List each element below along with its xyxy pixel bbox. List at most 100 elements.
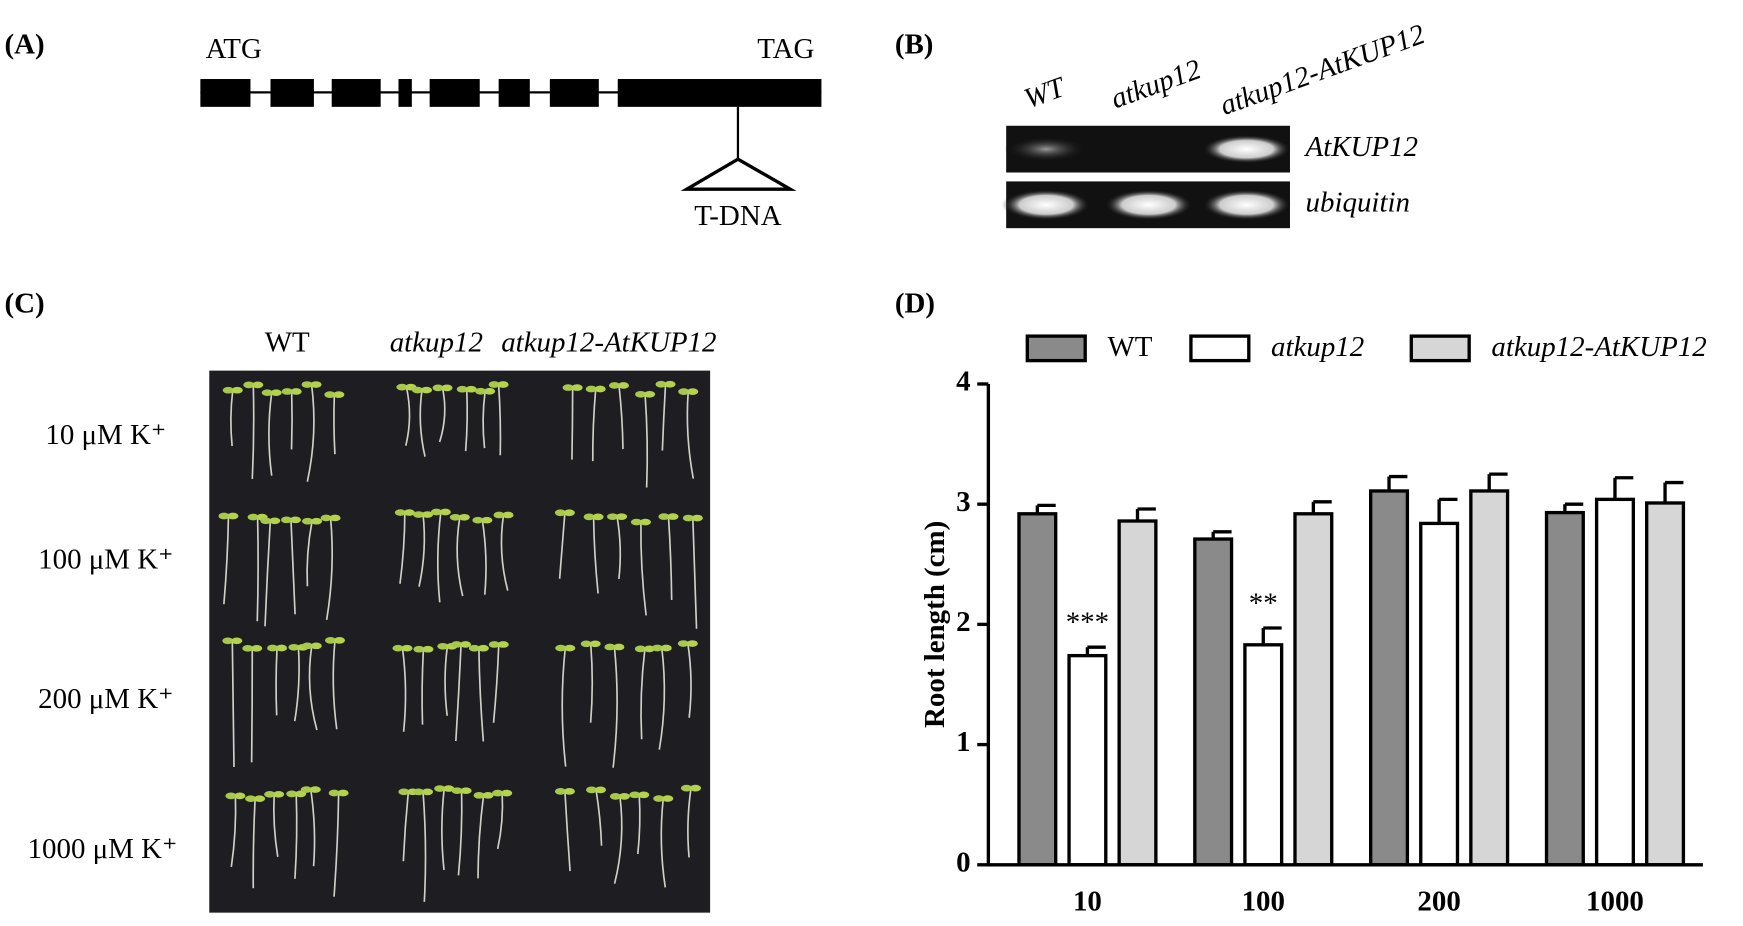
- root: [252, 798, 256, 889]
- column-label: WT: [265, 327, 310, 359]
- gel: [1001, 125, 1292, 229]
- root: [457, 790, 463, 876]
- bar: [1117, 519, 1158, 867]
- root: [478, 648, 485, 742]
- root: [640, 522, 647, 616]
- bar: [1645, 501, 1686, 867]
- cotyledon: [432, 384, 444, 392]
- cotyledon: [678, 388, 690, 395]
- y-tick-label: 3: [956, 486, 970, 518]
- cotyledon: [502, 511, 514, 519]
- cotyledon: [468, 644, 480, 652]
- row-label: 10 μM K⁺: [45, 419, 166, 451]
- root: [464, 389, 469, 452]
- cotyledon: [571, 384, 583, 391]
- root: [481, 520, 487, 595]
- root: [418, 514, 426, 587]
- cotyledon: [231, 637, 243, 645]
- cotyledon: [554, 788, 567, 795]
- cotyledon: [554, 509, 566, 517]
- cotyledon: [227, 512, 239, 520]
- cotyledon: [609, 793, 622, 800]
- root: [272, 794, 279, 857]
- y-axis-label: Root length (cm): [919, 521, 951, 728]
- cotyledon: [264, 790, 276, 798]
- cotyledon: [245, 795, 257, 803]
- cotyledon: [270, 389, 282, 397]
- cotyledon: [634, 645, 647, 653]
- cotyledon: [613, 643, 625, 651]
- root: [558, 512, 566, 579]
- root: [571, 387, 574, 460]
- root: [306, 521, 313, 587]
- x-tick-label: 100: [1242, 885, 1285, 917]
- significance-label: **: [1249, 587, 1278, 619]
- cotyledon: [585, 385, 597, 393]
- cotyledon: [459, 641, 472, 648]
- root: [687, 788, 692, 858]
- root: [658, 647, 666, 750]
- cotyledon: [682, 514, 694, 522]
- cotyledon: [324, 637, 337, 644]
- cotyledon: [686, 640, 698, 647]
- root: [561, 647, 567, 767]
- gene-model: [200, 79, 822, 191]
- cotyledon: [443, 785, 455, 792]
- cotyledon: [260, 517, 272, 525]
- cotyledon: [639, 518, 651, 526]
- cotyledon: [392, 644, 404, 652]
- cotyledon: [234, 792, 246, 800]
- bar: [1243, 643, 1284, 867]
- root: [686, 391, 695, 479]
- cotyledon: [281, 388, 293, 395]
- cotyledon: [286, 790, 298, 798]
- cotyledon: [456, 385, 468, 393]
- cotyledon: [658, 513, 670, 520]
- lane-label: WT: [1020, 71, 1070, 115]
- bar: [1193, 537, 1234, 867]
- cotyledon: [594, 786, 607, 794]
- root: [455, 644, 462, 742]
- cotyledon: [475, 387, 487, 395]
- root: [667, 516, 673, 600]
- panel-label: (A): [4, 28, 44, 60]
- cotyledon: [643, 390, 656, 398]
- cotyledon: [664, 380, 676, 388]
- root: [592, 516, 599, 594]
- cotyledon: [604, 643, 616, 651]
- cotyledon: [592, 513, 604, 521]
- cotyledon: [329, 514, 341, 522]
- significance-label: ***: [1066, 607, 1109, 639]
- cotyledon: [300, 786, 312, 793]
- root: [290, 391, 293, 450]
- root: [308, 645, 318, 731]
- cotyledon: [451, 641, 463, 648]
- root: [325, 517, 334, 620]
- cotyledon: [481, 516, 493, 524]
- root: [230, 390, 234, 447]
- cotyledon: [594, 385, 606, 393]
- cotyledon: [231, 386, 243, 394]
- root: [268, 392, 273, 476]
- cotyledon: [555, 644, 567, 652]
- cotyledon: [422, 645, 434, 653]
- bar: [1594, 497, 1636, 867]
- cotyledon: [451, 787, 463, 795]
- root: [441, 788, 446, 871]
- cotyledon: [430, 508, 442, 516]
- cotyledon: [473, 792, 485, 799]
- cotyledon: [225, 792, 237, 800]
- cotyledon: [421, 511, 434, 518]
- cotyledon: [403, 509, 415, 516]
- cotyledon: [691, 514, 703, 522]
- root: [332, 640, 338, 730]
- cotyledon: [222, 637, 234, 645]
- cotyledon: [394, 509, 406, 516]
- root: [640, 648, 646, 740]
- root: [293, 647, 300, 722]
- insertion-label: T-DNA: [694, 200, 781, 232]
- y-tick-label: 2: [956, 606, 970, 638]
- root: [692, 518, 698, 629]
- cotyledon: [253, 795, 266, 803]
